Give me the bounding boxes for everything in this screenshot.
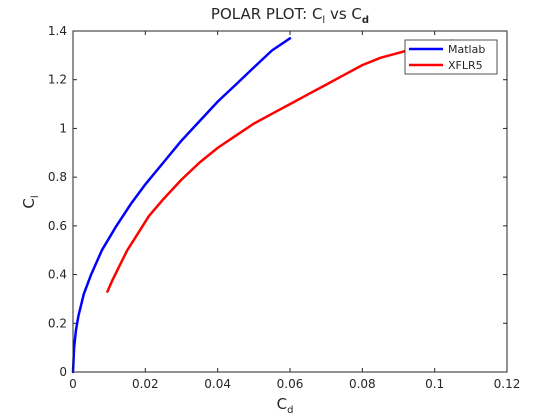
x-axis-label-subscript: d xyxy=(287,405,293,416)
x-tick-label: 0.02 xyxy=(132,377,159,391)
y-tick-label: 0.4 xyxy=(48,268,67,282)
x-tick-label: 0.08 xyxy=(349,377,376,391)
y-axis-label-subscript: l xyxy=(30,195,41,198)
x-tick-label: 0.12 xyxy=(494,377,521,391)
chart-title: POLAR PLOT: Cl vs Cd xyxy=(211,5,369,26)
axes-box xyxy=(72,30,508,373)
legend[interactable]: Matlab XFLR5 xyxy=(404,39,498,75)
plot-area xyxy=(73,31,507,372)
series-line-matlab xyxy=(71,37,292,374)
series-line-xflr5 xyxy=(106,39,455,293)
chart-title-main: POLAR PLOT: C xyxy=(211,5,323,23)
y-tick-label: 0.8 xyxy=(48,170,67,184)
x-tick-label: 0.1 xyxy=(425,377,444,391)
y-tick-label: 1.2 xyxy=(48,73,67,87)
legend-label-xflr5: XFLR5 xyxy=(448,59,483,72)
chart-title-subscript-l: l xyxy=(322,15,325,26)
legend-box xyxy=(404,39,498,75)
chart-title-subscript-d: d xyxy=(362,15,369,26)
y-axis-label-main: C xyxy=(20,198,38,208)
series-layer xyxy=(71,37,455,374)
axis-tick-labels: 0 0.02 0.04 0.06 0.08 0.1 0.12 0 0.2 0.4 0.6 0.8 1 1.… xyxy=(48,24,520,391)
y-tick-label: 1.4 xyxy=(48,24,67,38)
x-tick-label: 0 xyxy=(69,377,77,391)
y-axis-label: Cl xyxy=(20,195,41,208)
x-axis-label: Cd xyxy=(277,395,294,416)
x-axis-label-main: C xyxy=(277,395,287,413)
legend-label-matlab: Matlab xyxy=(448,43,485,56)
chart-title-middle: vs C xyxy=(325,5,362,23)
y-tick-label: 0.2 xyxy=(48,316,67,330)
x-tick-label: 0.06 xyxy=(277,377,304,391)
y-tick-label: 1 xyxy=(59,121,67,135)
y-tick-label: 0.6 xyxy=(48,219,67,233)
x-tick-label: 0.04 xyxy=(204,377,231,391)
y-tick-label: 0 xyxy=(59,365,67,379)
